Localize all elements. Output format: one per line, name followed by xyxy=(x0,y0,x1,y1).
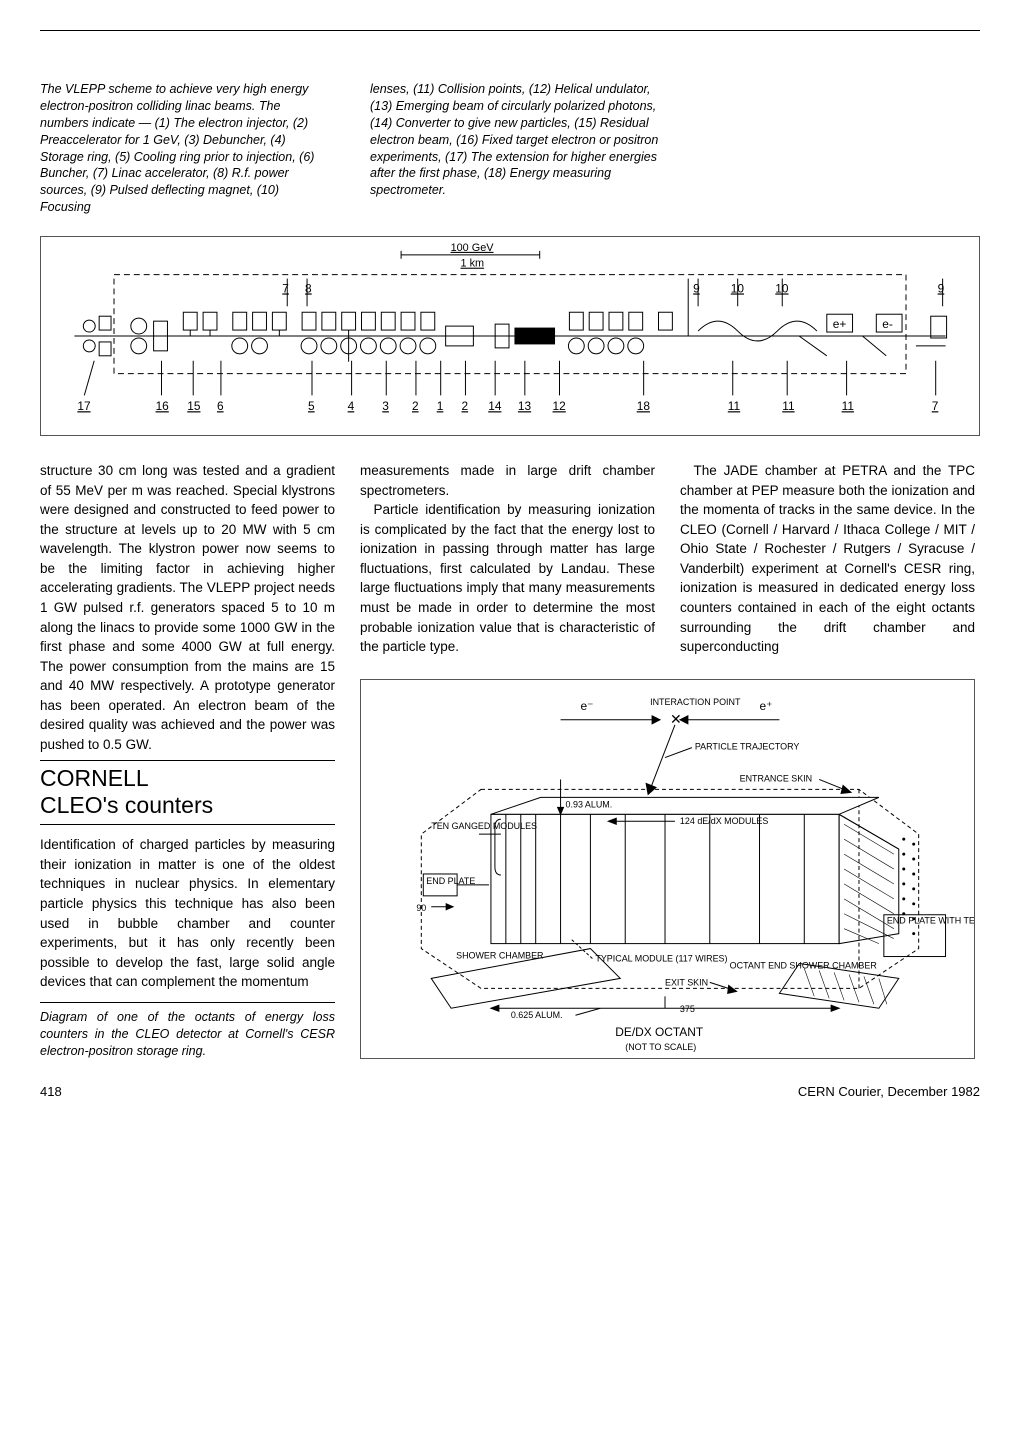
svg-text:16: 16 xyxy=(156,399,170,413)
svg-text:18: 18 xyxy=(637,399,651,413)
col1-para2: Identification of charged particles by m… xyxy=(40,835,335,992)
svg-text:e⁺: e⁺ xyxy=(760,699,773,713)
caption-col-1: The VLEPP scheme to achieve very high en… xyxy=(40,81,330,216)
vlepp-svg: 100 GeV 1 km xyxy=(41,237,979,435)
svg-text:0.625 ALUM.: 0.625 ALUM. xyxy=(511,1011,563,1021)
svg-text:0.93 ALUM.: 0.93 ALUM. xyxy=(566,800,613,810)
cleo-svg: INTERACTION POINT e⁻ e⁺ ✕ PARTICLE TRAJE… xyxy=(361,680,974,1058)
svg-text:90: 90 xyxy=(416,903,426,913)
section-rule xyxy=(40,760,335,761)
top-rule xyxy=(40,30,980,31)
section-rule-2 xyxy=(40,824,335,825)
svg-text:15: 15 xyxy=(187,399,201,413)
svg-text:INTERACTION POINT: INTERACTION POINT xyxy=(650,697,741,707)
figure2-caption: Diagram of one of the octants of energy … xyxy=(40,1009,335,1060)
svg-text:100 GeV: 100 GeV xyxy=(451,242,495,254)
svg-text:OCTANT END SHOWER CHAMBER: OCTANT END SHOWER CHAMBER xyxy=(730,961,878,971)
svg-text:12: 12 xyxy=(553,399,566,413)
svg-text:2: 2 xyxy=(412,399,419,413)
page-footer: 418 CERN Courier, December 1982 xyxy=(40,1084,980,1099)
svg-text:11: 11 xyxy=(842,399,855,413)
svg-text:3: 3 xyxy=(382,399,389,413)
svg-text:END PLATE WITH TENSIONING BOLT: END PLATE WITH TENSIONING BOLT HOLES xyxy=(887,916,974,926)
svg-text:124 dE/dX MODULES: 124 dE/dX MODULES xyxy=(680,817,768,827)
svg-text:TEN GANGED MODULES: TEN GANGED MODULES xyxy=(431,822,537,832)
svg-text:2: 2 xyxy=(461,399,468,413)
svg-text:PARTICLE TRAJECTORY: PARTICLE TRAJECTORY xyxy=(695,742,800,752)
svg-text:11: 11 xyxy=(728,399,741,413)
svg-text:8: 8 xyxy=(305,281,312,295)
col2-para2: Particle identification by measuring ion… xyxy=(360,500,655,657)
svg-text:DE/DX OCTANT: DE/DX OCTANT xyxy=(615,1026,704,1040)
svg-text:e⁻: e⁻ xyxy=(580,699,593,713)
section-heading: CORNELL CLEO's counters xyxy=(40,765,335,818)
svg-text:4: 4 xyxy=(348,399,355,413)
figure2-container: INTERACTION POINT e⁻ e⁺ ✕ PARTICLE TRAJE… xyxy=(360,679,975,1059)
svg-text:13: 13 xyxy=(518,399,532,413)
svg-text:9: 9 xyxy=(938,281,945,295)
svg-text:✕: ✕ xyxy=(670,711,682,727)
svg-text:ENTRANCE SKIN: ENTRANCE SKIN xyxy=(740,774,813,784)
svg-text:7: 7 xyxy=(932,399,939,413)
col2-para1: measurements made in large drift chamber… xyxy=(360,461,655,500)
svg-text:10: 10 xyxy=(731,281,745,295)
figure-vlepp-schematic: 100 GeV 1 km xyxy=(40,236,980,436)
figure1-caption: The VLEPP scheme to achieve very high en… xyxy=(40,81,980,216)
publication-credit: CERN Courier, December 1982 xyxy=(798,1084,980,1099)
svg-text:1 km: 1 km xyxy=(461,258,485,270)
svg-text:(NOT TO SCALE): (NOT TO SCALE) xyxy=(625,1042,696,1052)
svg-text:6: 6 xyxy=(217,399,224,413)
svg-text:SHOWER CHAMBER: SHOWER CHAMBER xyxy=(456,951,544,961)
svg-text:EXIT SKIN: EXIT SKIN xyxy=(665,978,708,988)
svg-text:9: 9 xyxy=(693,281,700,295)
svg-text:17: 17 xyxy=(77,399,90,413)
section-title-line2: CLEO's counters xyxy=(40,792,213,818)
svg-text:14: 14 xyxy=(488,399,502,413)
svg-text:e-: e- xyxy=(882,317,893,331)
svg-text:10: 10 xyxy=(775,281,789,295)
svg-text:11: 11 xyxy=(782,399,795,413)
page-number: 418 xyxy=(40,1084,62,1099)
col3-para1: The JADE chamber at PETRA and the TPC ch… xyxy=(680,461,975,657)
section-title-line1: CORNELL xyxy=(40,765,149,791)
footnote-rule xyxy=(40,1002,335,1003)
svg-text:5: 5 xyxy=(308,399,315,413)
svg-text:e+: e+ xyxy=(833,317,847,331)
svg-text:TYPICAL MODULE (117 WIRES): TYPICAL MODULE (117 WIRES) xyxy=(595,954,727,964)
column-1: structure 30 cm long was tested and a gr… xyxy=(40,461,335,1059)
figure-cleo-octant: INTERACTION POINT e⁻ e⁺ ✕ PARTICLE TRAJE… xyxy=(360,679,975,1059)
svg-text:1: 1 xyxy=(437,399,444,413)
svg-text:375: 375 xyxy=(680,1005,695,1015)
caption-col-2: lenses, (11) Collision points, (12) Heli… xyxy=(370,81,660,216)
svg-text:7: 7 xyxy=(282,281,289,295)
col1-para1: structure 30 cm long was tested and a gr… xyxy=(40,461,335,754)
